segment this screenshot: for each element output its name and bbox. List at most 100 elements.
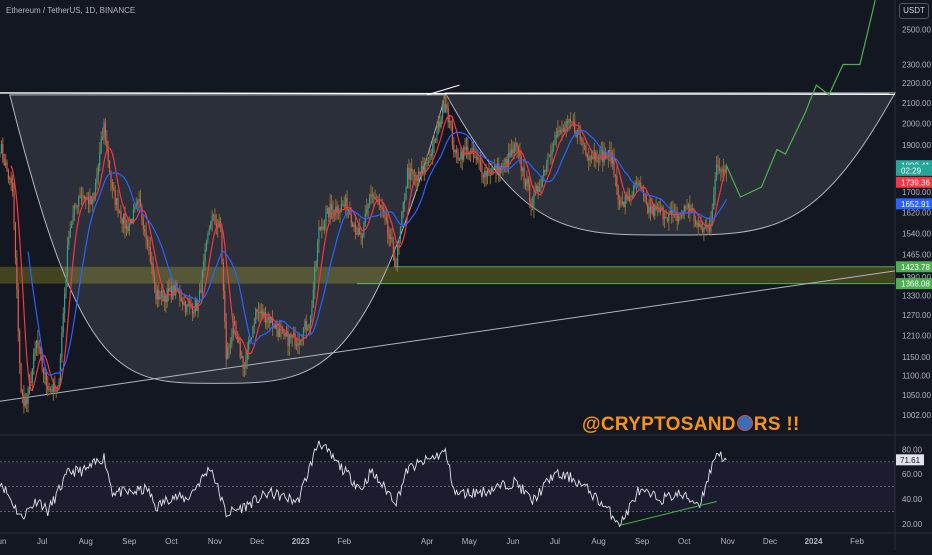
- candle-body: [6, 162, 8, 171]
- candle-body: [189, 304, 191, 306]
- candle: [224, 284, 226, 329]
- candle-body: [186, 304, 188, 313]
- candle: [652, 202, 654, 218]
- slow_ma-line: [27, 129, 727, 376]
- candle: [496, 157, 498, 176]
- candle-body: [457, 152, 459, 160]
- candle-body: [215, 223, 217, 228]
- symbol-title[interactable]: Ethereum / TetherUS, 1D, BINANCE: [6, 6, 136, 15]
- candle-body: [571, 121, 573, 123]
- candle: [516, 142, 518, 159]
- candle: [153, 270, 156, 293]
- candle-body: [529, 183, 531, 202]
- candle: [342, 200, 344, 207]
- watermark-text-end: RS !!: [753, 414, 800, 435]
- candle: [353, 222, 355, 232]
- candle-body: [200, 289, 202, 293]
- candle-body: [562, 128, 564, 133]
- candle: [79, 187, 81, 199]
- candle-body: [326, 208, 328, 214]
- time-tick-label: Dec: [250, 537, 264, 546]
- candle-body: [274, 324, 276, 329]
- candle-body: [17, 288, 19, 332]
- candle-body: [97, 164, 99, 175]
- candle: [356, 226, 358, 236]
- candle: [332, 200, 334, 223]
- candle-body: [687, 204, 690, 209]
- candle-body: [87, 197, 90, 205]
- candle-body: [16, 257, 18, 289]
- candle: [614, 173, 616, 187]
- candle-body: [99, 152, 101, 165]
- candle: [624, 192, 626, 215]
- candle-body: [558, 130, 560, 132]
- candle: [9, 175, 11, 186]
- candle: [113, 181, 115, 192]
- candle: [338, 205, 340, 220]
- candle: [37, 330, 39, 357]
- candle-body: [388, 234, 390, 239]
- candle-body: [253, 323, 255, 327]
- candle-body: [332, 209, 334, 215]
- price-axis[interactable]: 2500.00 2300.00 2200.00 2100.00 2000.00 1900.…: [896, 25, 932, 420]
- candle: [80, 186, 83, 206]
- candle: [33, 348, 35, 375]
- candle: [99, 142, 101, 172]
- candle-body: [446, 104, 448, 109]
- candle-body: [572, 121, 574, 123]
- candle-body: [57, 389, 59, 391]
- candle: [158, 282, 160, 307]
- candle: [409, 162, 411, 190]
- candle: [24, 392, 26, 409]
- candle: [383, 203, 385, 219]
- candle: [123, 213, 125, 234]
- candle-body: [468, 153, 470, 156]
- candle: [239, 336, 241, 360]
- candle-body: [156, 289, 158, 300]
- candle: [586, 152, 588, 161]
- candle: [706, 217, 708, 232]
- candle-body: [239, 342, 241, 358]
- candle: [345, 193, 347, 215]
- candle: [343, 196, 345, 209]
- candle: [685, 205, 687, 214]
- candle: [498, 157, 500, 183]
- price-label-text: 1368.08: [901, 280, 930, 289]
- candle-body: [668, 213, 670, 222]
- time-axis[interactable]: Jun Jul Aug Sep Oct Nov Dec 2023 Feb Apr May Jun Jul…: [0, 537, 865, 546]
- candle-body: [689, 204, 691, 212]
- candle-body: [633, 184, 635, 196]
- candle: [545, 159, 548, 175]
- candle: [620, 196, 622, 208]
- candle: [526, 170, 528, 192]
- candle-body: [602, 149, 604, 163]
- candle-body: [347, 209, 350, 211]
- candle: [433, 133, 435, 154]
- candle: [182, 296, 184, 311]
- candle: [35, 339, 38, 356]
- candle: [210, 220, 212, 231]
- candle-body: [635, 182, 638, 184]
- candle: [291, 335, 293, 347]
- candle-body: [378, 201, 380, 205]
- candle: [132, 203, 135, 225]
- candle-body: [281, 330, 283, 332]
- currency-button[interactable]: USDT: [899, 3, 929, 19]
- candle: [325, 205, 327, 232]
- candle: [550, 144, 552, 165]
- candle: [300, 339, 302, 346]
- candle: [444, 95, 446, 114]
- candle-body: [54, 384, 56, 392]
- candle-body: [647, 203, 649, 213]
- time-tick-label: Jun: [0, 537, 6, 546]
- candle: [17, 282, 19, 342]
- candle: [248, 336, 250, 360]
- rsi-current-badge: 71.61: [896, 454, 924, 466]
- candle: [676, 207, 678, 231]
- candle-body: [694, 220, 697, 225]
- candle: [576, 128, 579, 145]
- price-label-badge: 1739.36: [896, 176, 932, 188]
- candle: [503, 157, 505, 173]
